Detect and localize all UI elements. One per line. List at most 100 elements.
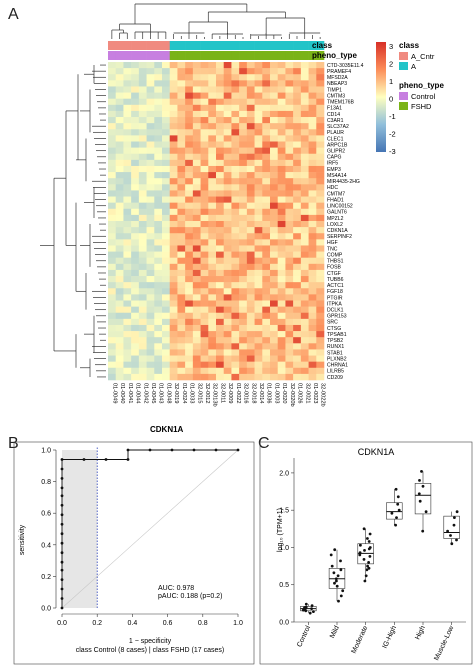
gene-label: C3AR1 [327, 118, 344, 124]
heatmap-cell [146, 141, 155, 148]
heatmap-cell [108, 202, 117, 210]
heatmap-cell [308, 98, 317, 106]
heatmap-cell [185, 288, 194, 295]
heatmap-cell [262, 74, 271, 81]
pheno-annotation-cell [115, 51, 124, 60]
heatmap-cell [300, 294, 309, 301]
heatmap-cell [285, 324, 294, 332]
heatmap-cell [138, 288, 147, 295]
heatmap-cell [177, 312, 186, 320]
heatmap-cell [146, 288, 155, 295]
heatmap-cell [239, 233, 248, 240]
heatmap-cell [185, 245, 194, 252]
heatmap-cell [254, 92, 263, 99]
heatmap-cell [316, 355, 325, 362]
heatmap-cell [254, 318, 263, 326]
heatmap-cell [108, 300, 117, 307]
heatmap-cell [223, 263, 232, 271]
heatmap-cell [270, 141, 279, 148]
box-point [312, 610, 315, 613]
panel-label-a: A [8, 6, 19, 23]
heatmap-cell [146, 80, 155, 87]
heatmap-cell [270, 343, 279, 350]
heatmap-cell [200, 117, 209, 124]
heatmap-cell [108, 110, 117, 118]
heatmap-cell [177, 257, 186, 265]
heatmap-cell [262, 98, 271, 106]
heatmap-cell [223, 147, 232, 155]
heatmap-cell [293, 62, 302, 69]
gene-label: GPR153 [327, 314, 347, 320]
heatmap-cell [169, 153, 178, 161]
heatmap-cell [300, 208, 309, 216]
sample-label: 32-0015 [196, 383, 202, 404]
heatmap-cell [254, 355, 263, 362]
heatmap-cell [200, 153, 209, 161]
heatmap-cell [285, 288, 294, 295]
heatmap-cell [200, 178, 209, 185]
heatmap-cell [239, 123, 248, 130]
heatmap-cell [200, 337, 209, 344]
box-point [367, 547, 371, 551]
heatmap-cell [146, 129, 155, 136]
heatmap-cell [200, 110, 209, 118]
heatmap-cell [316, 92, 325, 99]
pheno-annotation-cell [246, 51, 255, 60]
heatmap-cell [138, 117, 147, 124]
heatmap-cell [123, 318, 132, 326]
heatmap-cell [146, 257, 155, 265]
heatmap-cell [162, 214, 171, 222]
heatmap-cell [185, 117, 194, 124]
heatmap-cell [277, 214, 286, 222]
heatmap-cell [131, 312, 140, 320]
heatmap-cell [216, 214, 225, 222]
box-point [310, 607, 313, 610]
heatmap-cell [154, 178, 163, 185]
heatmap-cell [169, 68, 178, 75]
box-point [367, 561, 370, 564]
heatmap-cell [277, 239, 286, 246]
heatmap-cell [123, 269, 132, 277]
heatmap-cell [169, 92, 178, 99]
heatmap-cell [185, 147, 194, 155]
heatmap-cell [285, 208, 294, 216]
heatmap-cell [293, 349, 302, 356]
heatmap-cell [169, 221, 178, 228]
heatmap-cell [293, 221, 302, 228]
heatmap-cell [316, 196, 325, 203]
heatmap-cell [192, 98, 201, 106]
heatmap-cell [115, 355, 124, 362]
heatmap-cell [131, 86, 140, 93]
y-tick-label: 1.5 [279, 508, 289, 515]
roc-point [60, 541, 64, 545]
pheno-annotation-cell [231, 51, 240, 60]
heatmap-cell [246, 227, 255, 234]
heatmap-cell [246, 361, 255, 369]
heatmap-cell [293, 129, 302, 136]
class-annotation-cell [277, 41, 286, 50]
heatmap-cell [192, 214, 201, 222]
heatmap-cell [185, 337, 194, 344]
heatmap-cell [285, 135, 294, 142]
heatmap-cell [208, 117, 217, 124]
heatmap-cell [108, 221, 117, 228]
class-annotation-cell [123, 41, 132, 50]
heatmap-cell [131, 294, 140, 301]
heatmap-cell [216, 74, 225, 81]
box-point [367, 540, 371, 543]
heatmap-cell [270, 227, 279, 234]
heatmap-cell [270, 135, 279, 142]
heatmap-cell [146, 300, 155, 307]
gene-label: F13A1 [327, 106, 342, 112]
heatmap-cell [231, 141, 240, 148]
heatmap-cell [316, 337, 325, 344]
heatmap-cell [208, 239, 217, 246]
heatmap-cell [254, 135, 263, 142]
heatmap-cell [108, 257, 117, 265]
heatmap-cell [192, 331, 201, 338]
class-annotation-cell [192, 41, 201, 50]
color-scale-tick: 3 [389, 42, 393, 51]
heatmap-cell [115, 178, 124, 185]
heatmap-cell [270, 367, 279, 375]
heatmap-cell [185, 104, 194, 112]
